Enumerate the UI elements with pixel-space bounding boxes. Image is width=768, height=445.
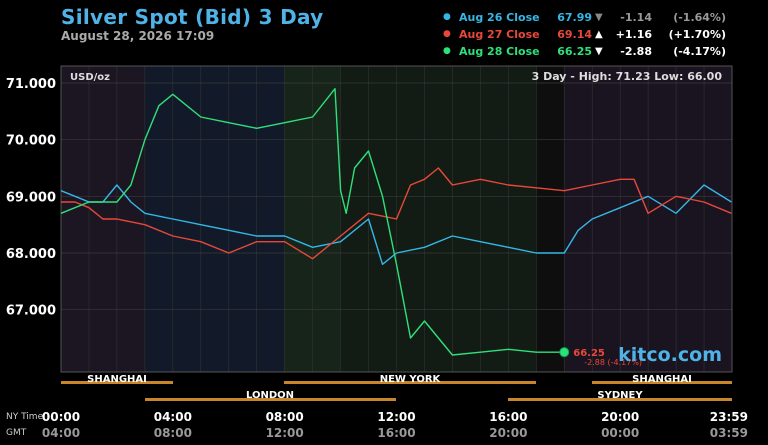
series-dot-icon: ● — [443, 46, 451, 56]
x-axis-labels: 00:00 04:00 04:00 08:00 08:00 12:00 12:00 16:00… — [42, 410, 748, 440]
gmt-time-tick: 03:59 — [710, 426, 748, 440]
gmt-time-tick: 08:00 — [154, 426, 192, 440]
session-bars: SHANGHAI NEW YORK SHANGHAI LONDON SYDNEY — [61, 374, 732, 401]
gmt-time-tick: 04:00 — [42, 426, 80, 440]
ny-time-label: NY Time — [6, 412, 44, 422]
new-york-session-shade — [340, 66, 536, 372]
last-price-marker — [559, 347, 570, 358]
legend-change-percent: (+1.70%) — [668, 28, 726, 41]
session-bar — [284, 381, 536, 384]
legend: ● Aug 26 Close 67.99 ▼ -1.14 (-1.64%) ● … — [443, 9, 743, 60]
series-dot-icon: ● — [443, 12, 451, 22]
legend-series-value: 67.99 — [557, 11, 592, 24]
y-tick-label: 67.000 — [6, 304, 56, 319]
legend-change: -2.88 — [620, 45, 652, 58]
series-line-2 — [61, 167, 732, 260]
session-label-sydney: SYDNEY — [597, 390, 643, 401]
session-label-new-york: NEW YORK — [380, 374, 442, 385]
legend-series-name: Aug 26 Close — [459, 11, 540, 24]
session-bar — [592, 381, 732, 384]
gmt-time-tick: 16:00 — [377, 426, 415, 440]
y-tick-label: 68.000 — [6, 247, 56, 262]
ny-time-tick: 20:00 — [601, 410, 639, 424]
y-axis-labels: 71.000 70.000 69.000 68.000 67.000 — [6, 77, 56, 319]
session-label-london: LONDON — [246, 390, 294, 401]
session-label-shanghai-2: SHANGHAI — [632, 374, 692, 385]
london-session-shade — [145, 66, 284, 372]
y-tick-label: 71.000 — [6, 77, 56, 92]
gmt-time-tick: 12:00 — [266, 426, 304, 440]
legend-series-value: 66.25 — [557, 45, 592, 58]
gmt-label: GMT — [6, 428, 27, 438]
ny-time-tick: 23:59 — [710, 410, 748, 424]
series-dot-icon: ● — [443, 29, 451, 39]
ny-time-tick: 08:00 — [266, 410, 304, 424]
gmt-time-tick: 20:00 — [489, 426, 527, 440]
kitco-watermark: kitco.com — [618, 344, 722, 366]
legend-row-aug28: ● Aug 28 Close 66.25 ▼ -2.88 (-4.17%) — [443, 43, 743, 60]
ny-time-tick: 12:00 — [377, 410, 415, 424]
session-bar — [145, 398, 396, 401]
ny-time-tick: 00:00 — [42, 410, 80, 424]
series-line-3 — [60, 87, 565, 356]
y-tick-label: 69.000 — [6, 190, 56, 205]
legend-change: +1.16 — [615, 28, 652, 41]
chart-title: Silver Spot (Bid) 3 Day — [61, 5, 324, 29]
last-price-value: 66.25 — [573, 348, 605, 359]
session-label-shanghai: SHANGHAI — [87, 374, 147, 385]
session-bar — [508, 398, 732, 401]
legend-change: -1.14 — [620, 11, 652, 24]
gmt-time-tick: 00:00 — [601, 426, 639, 440]
legend-change-arrow-icon: ▼ — [595, 12, 603, 23]
legend-change-percent: (-1.64%) — [673, 11, 726, 24]
legend-series-name: Aug 28 Close — [459, 45, 540, 58]
legend-series-value: 69.14 — [557, 28, 592, 41]
last-price-change: -2.88 (-4.17%) — [584, 358, 642, 367]
series-line-1 — [60, 184, 732, 265]
range-summary: 3 Day - High: 71.23 Low: 66.00 — [532, 70, 723, 83]
y-tick-label: 70.000 — [6, 134, 56, 149]
legend-change-percent: (-4.17%) — [673, 45, 726, 58]
ny-time-tick: 16:00 — [489, 410, 527, 424]
legend-change-arrow-icon: ▼ — [595, 46, 603, 57]
ny-time-tick: 04:00 — [154, 410, 192, 424]
series-lines — [60, 87, 732, 356]
legend-row-aug27: ● Aug 27 Close 69.14 ▲ +1.16 (+1.70%) — [443, 26, 743, 43]
legend-row-aug26: ● Aug 26 Close 67.99 ▼ -1.14 (-1.64%) — [443, 9, 743, 26]
session-bar — [61, 381, 173, 384]
legend-series-name: Aug 27 Close — [459, 28, 540, 41]
legend-change-arrow-icon: ▲ — [595, 29, 603, 40]
plot-frame — [60, 65, 733, 373]
chart-timestamp: August 28, 2026 17:09 — [61, 29, 215, 43]
unit-label: USD/oz — [70, 72, 110, 83]
london-ny-overlap-shade — [284, 66, 340, 372]
closed-session-shade — [536, 66, 564, 372]
